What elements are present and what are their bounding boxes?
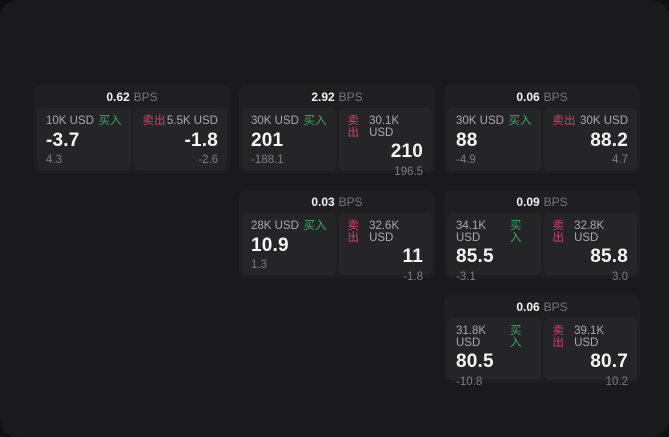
buy-panel[interactable]: 30K USD 买入 201 -188.1 — [242, 108, 336, 170]
buy-size: 31.8K USD — [456, 325, 487, 349]
sell-panel[interactable]: 卖出 39.1K USD 80.7 10.2 — [543, 318, 637, 387]
spread-unit-label: BPS — [133, 89, 158, 104]
buy-panel[interactable]: 34.1K USD 买入 85.5 -3.1 — [447, 213, 541, 282]
buy-price: 88 — [456, 129, 478, 151]
spread-unit-label: BPS — [338, 194, 363, 209]
sell-panel[interactable]: 卖出 30.1K USD 210 196.5 — [338, 108, 432, 177]
sell-side-label: 卖出 — [347, 220, 360, 244]
sell-delta: -1.8 — [403, 270, 423, 283]
buy-price: 10.9 — [251, 234, 289, 256]
sell-side-label: 卖出 — [347, 115, 360, 139]
sell-side-label: 卖出 — [552, 115, 576, 127]
sell-side-label: 卖出 — [552, 220, 565, 244]
sell-size: 30.1K USD — [369, 115, 400, 139]
spread-value: 2.92 — [311, 89, 335, 104]
spread-value: 0.09 — [516, 194, 540, 209]
spread-value: 0.06 — [516, 89, 540, 104]
buy-side-label: 买入 — [98, 115, 122, 127]
buy-side-label: 买入 — [509, 220, 522, 244]
sell-delta: 3.0 — [612, 270, 628, 283]
sell-size: 30K USD — [580, 115, 628, 127]
quote-card-1: 0.62 BPS 10K USD 买入 -3.7 4.3 卖出 5.5K USD… — [34, 85, 230, 173]
sell-price: -1.8 — [184, 129, 218, 151]
sell-panel[interactable]: 卖出 32.8K USD 85.8 3.0 — [543, 213, 637, 282]
sell-price: 88.2 — [590, 129, 628, 151]
quote-card-6: 0.06 BPS 31.8K USD 买入 80.5 -10.8 卖出 39.1… — [444, 295, 640, 387]
sell-side-label: 卖出 — [142, 115, 166, 127]
buy-side-label: 买入 — [509, 325, 522, 349]
buy-side-label: 买入 — [303, 115, 327, 127]
buy-size: 30K USD — [251, 115, 299, 127]
spread-header: 0.62 BPS — [34, 85, 230, 108]
spread-header: 2.92 BPS — [239, 85, 435, 108]
buy-size: 28K USD — [251, 220, 299, 232]
spread-unit-label: BPS — [338, 89, 363, 104]
sell-panel[interactable]: 卖出 30K USD 88.2 4.7 — [543, 108, 637, 170]
quote-card-4: 0.03 BPS 28K USD 买入 10.9 1.3 卖出 32.6K US… — [239, 190, 435, 282]
buy-delta: 4.3 — [46, 154, 62, 167]
buy-panel[interactable]: 28K USD 买入 10.9 1.3 — [242, 213, 336, 275]
buy-panel[interactable]: 30K USD 买入 88 -4.9 — [447, 108, 541, 170]
buy-delta: -4.9 — [456, 154, 476, 167]
spread-unit-label: BPS — [543, 299, 568, 314]
buy-size: 34.1K USD — [456, 220, 487, 244]
buy-delta: -3.1 — [456, 270, 476, 283]
sell-delta: 10.2 — [605, 375, 628, 388]
sell-size: 39.1K USD — [574, 325, 605, 349]
buy-price: 85.5 — [456, 246, 494, 267]
buy-size: 10K USD — [46, 115, 94, 127]
spread-header: 0.09 BPS — [444, 190, 640, 213]
spread-unit-label: BPS — [543, 194, 568, 209]
spread-value: 0.03 — [311, 194, 335, 209]
spread-header: 0.03 BPS — [239, 190, 435, 213]
quote-card-3: 0.06 BPS 30K USD 买入 88 -4.9 卖出 30K USD 8… — [444, 85, 640, 173]
sell-price: 85.8 — [590, 246, 628, 267]
spread-value: 0.06 — [516, 299, 540, 314]
sell-size: 32.8K USD — [574, 220, 605, 244]
sell-price: 11 — [402, 246, 423, 267]
sell-delta: -2.6 — [198, 154, 218, 167]
spread-header: 0.06 BPS — [444, 295, 640, 318]
buy-delta: 1.3 — [251, 259, 267, 272]
sell-price: 80.7 — [590, 351, 628, 372]
sell-side-label: 卖出 — [552, 325, 565, 349]
buy-delta: -188.1 — [251, 154, 284, 167]
buy-side-label: 买入 — [508, 115, 532, 127]
buy-price: 80.5 — [456, 351, 494, 372]
buy-price: 201 — [251, 129, 284, 151]
sell-price: 210 — [390, 141, 423, 162]
quote-card-2: 2.92 BPS 30K USD 买入 201 -188.1 卖出 30.1K … — [239, 85, 435, 177]
buy-panel[interactable]: 10K USD 买入 -3.7 4.3 — [37, 108, 131, 170]
buy-size: 30K USD — [456, 115, 504, 127]
sell-delta: 4.7 — [612, 154, 628, 167]
spread-header: 0.06 BPS — [444, 85, 640, 108]
sell-size: 5.5K USD — [166, 115, 218, 127]
buy-price: -3.7 — [46, 129, 80, 151]
sell-delta: 196.5 — [394, 165, 423, 178]
sell-panel[interactable]: 卖出 32.6K USD 11 -1.8 — [338, 213, 432, 282]
spread-value: 0.62 — [106, 89, 130, 104]
buy-delta: -10.8 — [456, 375, 483, 388]
sell-size: 32.6K USD — [369, 220, 400, 244]
quote-card-5: 0.09 BPS 34.1K USD 买入 85.5 -3.1 卖出 32.8K… — [444, 190, 640, 282]
sell-panel[interactable]: 卖出 5.5K USD -1.8 -2.6 — [133, 108, 227, 170]
buy-panel[interactable]: 31.8K USD 买入 80.5 -10.8 — [447, 318, 541, 387]
buy-side-label: 买入 — [303, 220, 327, 232]
spread-unit-label: BPS — [543, 89, 568, 104]
